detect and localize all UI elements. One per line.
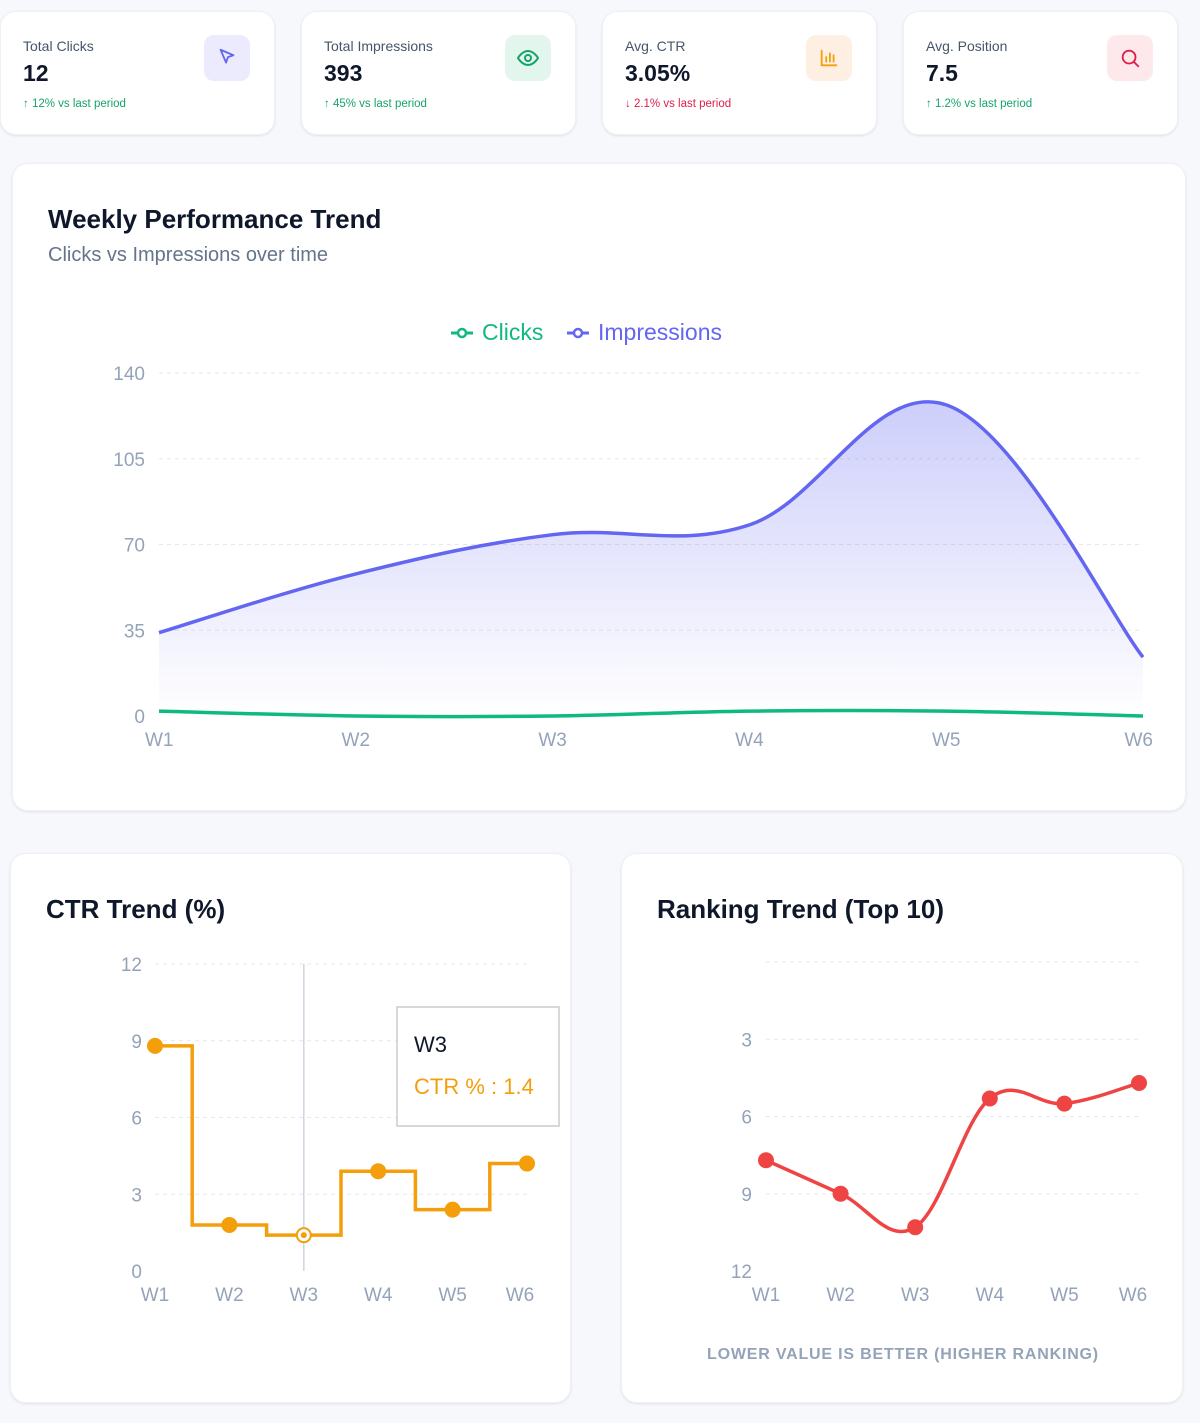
ranking-point[interactable] [1131,1075,1147,1092]
x-tick-label: W3 [901,1285,930,1306]
stat-card: Total Impressions 393 ↑ 45% vs last peri… [301,11,576,135]
ctr-point[interactable] [519,1155,535,1172]
y-tick-label: 0 [134,707,145,728]
stat-label: Avg. Position [926,38,1008,54]
ranking-point[interactable] [981,1090,998,1107]
stat-label: Total Impressions [324,38,433,54]
x-tick-label: W1 [141,1285,170,1306]
tooltip-box [396,1006,560,1127]
x-tick-label: W6 [1125,730,1154,751]
ctr-point[interactable] [370,1163,387,1180]
y-tick-label: 35 [124,621,145,642]
ranking-note: LOWER VALUE IS BETTER (HIGHER RANKING) [707,1346,1099,1363]
y-tick-label: 0 [131,1262,142,1283]
x-tick-label: W3 [290,1285,319,1306]
tooltip-value: CTR % : 1.4 [414,1074,534,1099]
ranking-point[interactable] [758,1152,774,1169]
weekly-trend-subtitle: Clicks vs Impressions over time [48,244,329,266]
y-tick-label: 12 [121,955,142,976]
y-tick-label: 9 [741,1185,752,1206]
x-tick-label: W5 [1050,1285,1079,1306]
ctr-active-point-core [300,1232,307,1239]
x-tick-label: W5 [438,1285,467,1306]
x-tick-label: W3 [538,730,567,751]
ctr-point[interactable] [221,1216,238,1233]
ctr-point[interactable] [444,1201,461,1218]
eye-icon [505,35,551,81]
ctr-trend-title: CTR Trend (%) [46,894,226,924]
y-tick-label: 140 [113,364,145,385]
x-tick-label: W2 [826,1285,855,1306]
cursor-icon [204,35,250,81]
stat-value: 7.5 [926,60,958,86]
x-tick-label: W6 [1119,1285,1148,1306]
stat-card: Avg. Position 7.5 ↑ 1.2% vs last period [903,11,1178,135]
stat-delta: ↑ 1.2% vs last period [926,98,1033,110]
stat-value: 3.05% [625,60,691,86]
stat-value: 393 [324,60,363,86]
legend-marker-dot [456,327,468,339]
stat-delta: ↓ 2.1% vs last period [625,98,732,110]
x-tick-label: W4 [364,1285,393,1306]
x-tick-label: W2 [342,730,371,751]
ctr-trend-card: CTR Trend (%) 0 3 6 9 12 W1 W2 W3 W4 W5 W6 W3 CTR % … [10,853,571,1403]
y-tick-label: 9 [131,1032,142,1053]
x-tick-label: W1 [145,730,174,751]
stat-delta: ↑ 12% vs last period [23,98,126,110]
stat-card: Avg. CTR 3.05% ↓ 2.1% vs last period [602,11,877,135]
weekly-trend-card: Weekly Performance Trend Clicks vs Impre… [12,163,1186,811]
impressions-area [159,401,1143,716]
clicks-line [158,708,1144,719]
stat-value: 12 [23,60,49,86]
x-tick-label: W2 [215,1285,244,1306]
impressions-line [158,400,1145,659]
stat-label: Avg. CTR [625,38,686,54]
ctr-tooltip: W3 CTR % : 1.4 [396,1006,560,1127]
y-tick-label: 3 [131,1185,142,1206]
search-icon [1107,35,1153,81]
weekly-trend-chart: 0 35 70 105 140 W1 W2 W3 W4 W5 W6 Clicks Impressions [113,319,1154,751]
ranking-trend-card: Ranking Trend (Top 10) 3 6 9 12 W1 W2 W3 W4 W5 W6… [621,853,1183,1403]
tooltip-category: W3 [414,1032,447,1057]
x-tick-label: W1 [752,1285,781,1306]
ranking-point[interactable] [1056,1095,1073,1112]
ranking-point[interactable] [907,1219,924,1236]
stat-label: Total Clicks [23,38,94,54]
ctr-point[interactable] [147,1037,163,1054]
legend-label[interactable]: Clicks [482,319,543,345]
stat-delta: ↑ 45% vs last period [324,98,427,110]
legend-marker-dot [572,327,584,339]
ctr-line [155,1044,527,1237]
x-tick-label: W4 [976,1285,1005,1306]
x-tick-label: W6 [506,1285,535,1306]
weekly-trend-title: Weekly Performance Trend [48,204,382,234]
y-tick-label: 105 [113,450,145,471]
stat-card: Total Clicks 12 ↑ 12% vs last period [0,11,275,135]
chart-legend: Clicks Impressions [451,319,722,345]
y-tick-label: 12 [731,1262,752,1283]
ranking-point[interactable] [832,1185,849,1202]
ranking-line [765,1081,1140,1234]
y-tick-label: 6 [131,1109,142,1130]
ranking-trend-title: Ranking Trend (Top 10) [657,894,944,924]
y-tick-label: 3 [741,1030,752,1051]
bar-chart-icon [806,35,852,81]
y-tick-label: 6 [741,1108,752,1129]
ctr-trend-chart: 0 3 6 9 12 W1 W2 W3 W4 W5 W6 W3 CTR % : 1.4 [121,955,560,1306]
x-tick-label: W5 [932,730,961,751]
x-tick-label: W4 [735,730,764,751]
legend-label[interactable]: Impressions [598,319,722,345]
y-tick-label: 70 [124,536,145,557]
